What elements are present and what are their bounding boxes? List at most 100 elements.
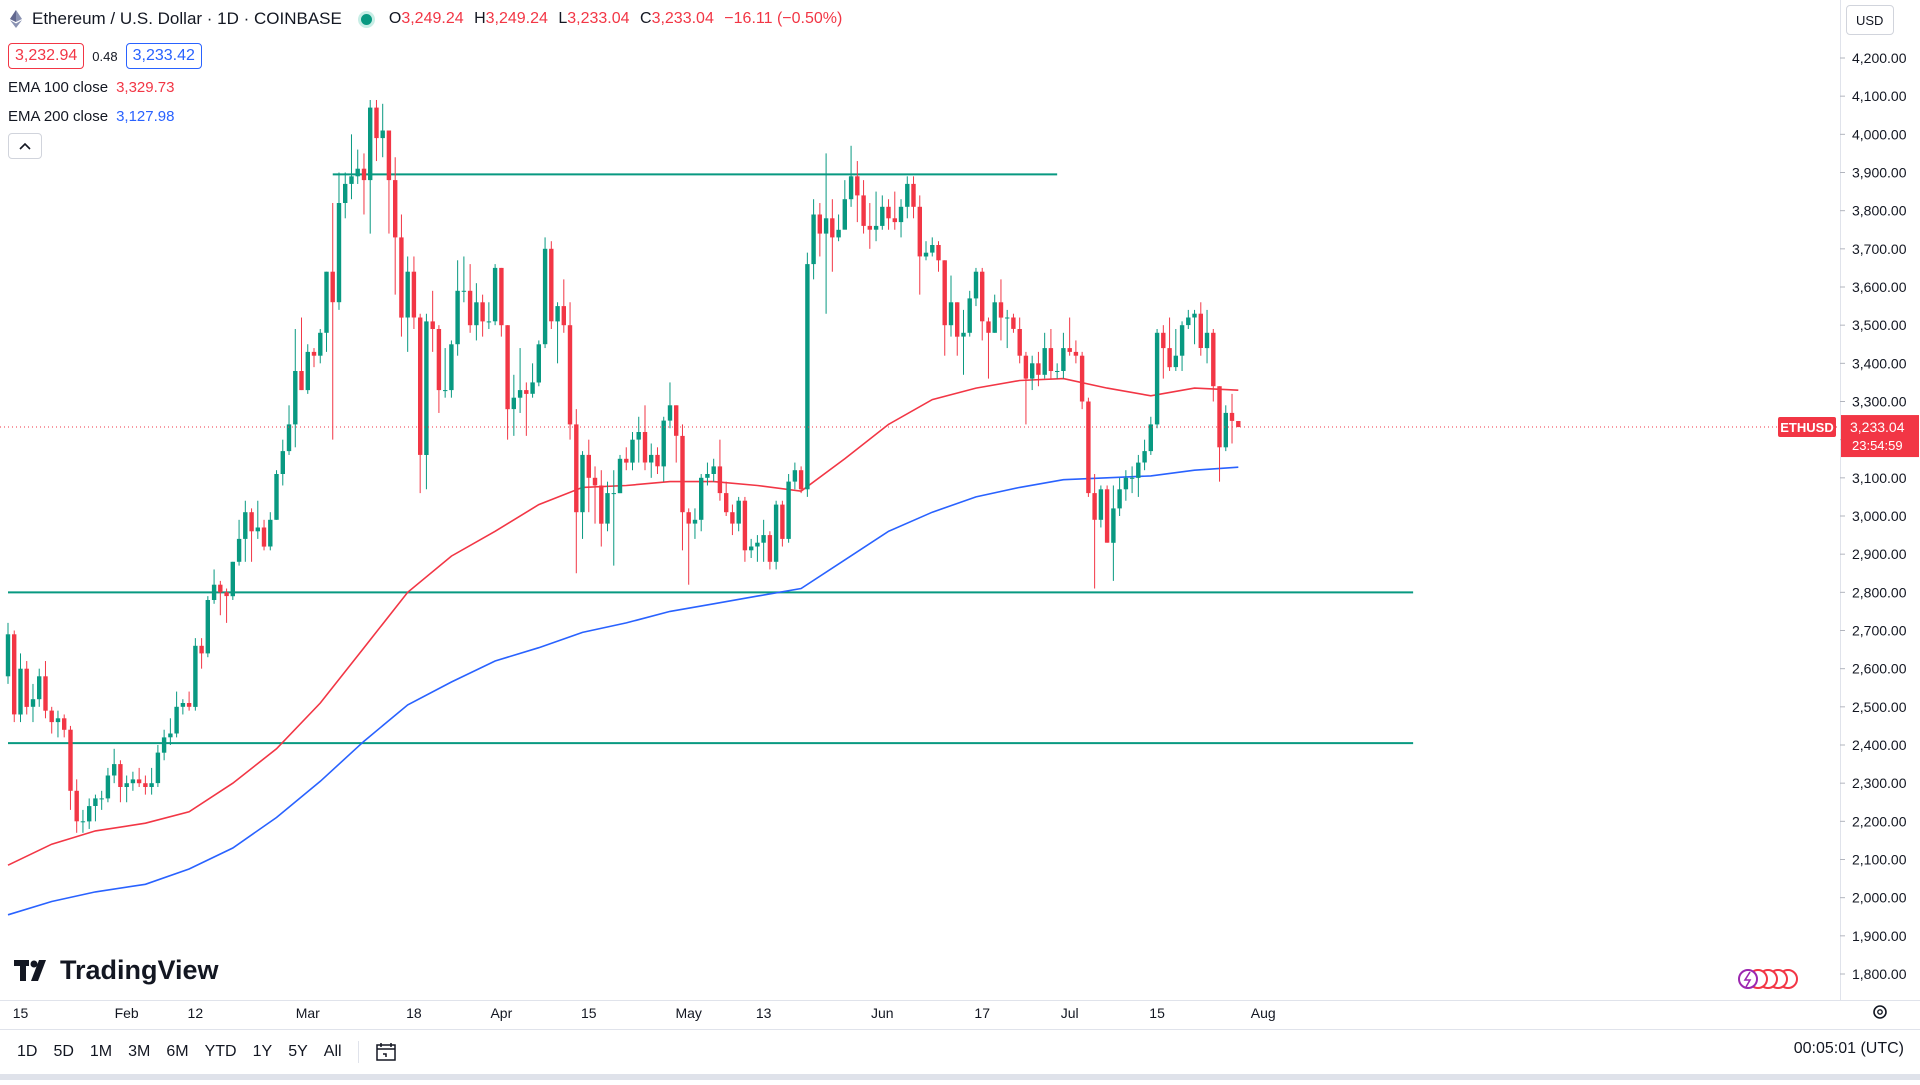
candle-body	[836, 229, 841, 238]
candle-body	[1198, 313, 1203, 348]
candle-body	[180, 703, 186, 707]
y-tick-label: 3,100.00	[1852, 470, 1907, 486]
candle	[411, 256, 417, 329]
candle-body	[286, 424, 292, 452]
candle	[742, 496, 748, 562]
candle-body	[861, 195, 866, 226]
candle	[62, 714, 67, 738]
candle-body	[430, 321, 435, 329]
candle-body	[355, 168, 360, 177]
candle	[786, 474, 791, 543]
candle-body	[1111, 508, 1116, 543]
candle-body	[393, 180, 398, 238]
indicator-ema200[interactable]: EMA 200 close 3,127.98	[8, 105, 842, 127]
gear-hub	[1877, 1009, 1883, 1015]
candle-body	[680, 435, 685, 513]
candle	[218, 580, 223, 616]
candle-body	[143, 783, 148, 787]
candle	[318, 328, 323, 364]
x-tick-label: 15	[581, 1005, 597, 1021]
candle	[823, 153, 829, 314]
ohlc-low-label: L	[558, 10, 568, 27]
buy-price-button[interactable]: 3,233.42	[125, 43, 202, 69]
candle-body	[905, 183, 910, 207]
candle	[1161, 325, 1166, 379]
candle	[143, 775, 148, 795]
candle-body	[449, 344, 454, 391]
candle	[80, 809, 86, 833]
candle	[149, 767, 154, 795]
candle	[168, 718, 173, 745]
range-6m-button[interactable]: 6M	[166, 1043, 189, 1060]
candle-body	[549, 248, 554, 322]
candle	[730, 504, 735, 536]
x-tick-label: 18	[406, 1005, 422, 1021]
range-3m-button[interactable]: 3M	[128, 1043, 151, 1060]
candle	[399, 214, 404, 337]
candle	[305, 344, 310, 394]
collapse-legend-button[interactable]	[8, 133, 42, 159]
candle-body	[236, 538, 242, 562]
candle	[942, 260, 947, 356]
range-ytd-button[interactable]: YTD	[204, 1043, 237, 1060]
candle	[118, 760, 123, 803]
ohlc-high-value: 3,249.24	[485, 10, 548, 27]
candle-body	[848, 176, 854, 200]
candle-body	[1167, 348, 1172, 368]
candle	[74, 779, 79, 833]
ethereum-icon	[10, 10, 22, 28]
candle-body	[517, 390, 523, 398]
range-1y-button[interactable]: 1Y	[252, 1043, 273, 1060]
settings-gear-icon[interactable]	[1873, 1005, 1887, 1019]
range-1d-button[interactable]: 1D	[17, 1043, 38, 1060]
candle-body	[318, 332, 323, 356]
candle	[293, 328, 298, 448]
candle-body	[923, 252, 929, 257]
candle-body	[368, 107, 373, 181]
currency-selector[interactable]: USD	[1846, 5, 1894, 35]
go-to-date-button[interactable]	[367, 1038, 405, 1066]
candle-body	[1104, 489, 1110, 543]
range-all-button[interactable]: All	[323, 1043, 342, 1060]
candle-body	[605, 493, 610, 524]
sell-price-button[interactable]: 3,232.94	[8, 43, 85, 69]
candle	[574, 409, 579, 574]
candle-body	[112, 764, 117, 776]
candle-body	[380, 130, 385, 139]
indicator-ema100[interactable]: EMA 100 close 3,329.73	[8, 76, 842, 98]
candle-body	[742, 500, 748, 551]
economic-events-icons[interactable]	[1738, 969, 1798, 989]
candle	[923, 241, 929, 261]
utc-clock[interactable]: 00:05:01 (UTC)	[1793, 1040, 1904, 1057]
range-5d-button[interactable]: 5D	[53, 1043, 74, 1060]
candle	[998, 279, 1004, 341]
range-5y-button[interactable]: 5Y	[288, 1043, 308, 1060]
candle-body	[936, 245, 941, 261]
candle-body	[1236, 421, 1241, 428]
candle-body	[18, 668, 23, 715]
y-tick-label: 2,800.00	[1852, 584, 1907, 600]
candle	[1030, 355, 1035, 391]
candle-body	[1098, 489, 1104, 520]
x-tick-label: Apr	[490, 1005, 512, 1021]
gear-ring	[1873, 1005, 1887, 1019]
candle	[736, 496, 741, 532]
y-tick-label: 2,300.00	[1852, 775, 1907, 791]
candle	[243, 500, 248, 562]
candle-body	[130, 779, 136, 784]
candle-body	[1129, 477, 1135, 479]
tradingview-logo[interactable]: TradingView	[14, 955, 219, 986]
candle	[1042, 332, 1047, 379]
candle-body	[1179, 325, 1185, 356]
candle-body	[1142, 451, 1147, 463]
range-1m-button[interactable]: 1M	[89, 1043, 113, 1060]
y-tick-label: 4,200.00	[1852, 50, 1907, 66]
candle-body	[1092, 493, 1097, 520]
symbol-title[interactable]: Ethereum / U.S. Dollar · 1D · COINBASE	[32, 9, 342, 28]
candle-body	[5, 634, 11, 677]
bottom-strip	[0, 1074, 1920, 1080]
candle	[649, 443, 654, 478]
candle	[355, 149, 360, 184]
